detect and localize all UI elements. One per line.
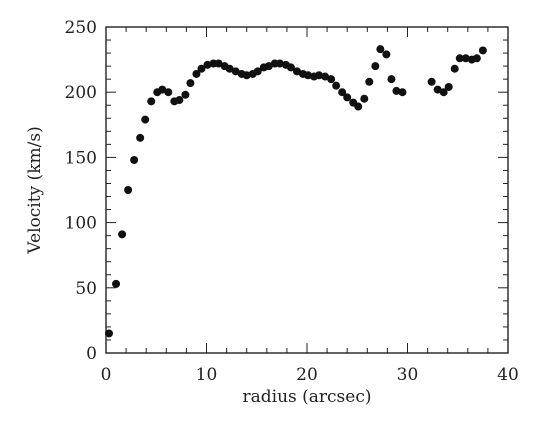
y-axis-title: Velocity (km/s) xyxy=(25,126,45,254)
y-tick-label: 100 xyxy=(65,214,97,234)
data-point xyxy=(242,71,251,80)
data-point xyxy=(376,45,385,54)
data-point xyxy=(327,75,336,84)
data-point xyxy=(444,82,453,91)
data-point xyxy=(332,81,341,90)
data-point xyxy=(141,115,150,124)
data-points xyxy=(105,45,487,338)
data-point xyxy=(365,77,374,86)
data-point xyxy=(392,86,401,95)
data-point xyxy=(315,71,324,80)
data-point xyxy=(343,93,352,102)
data-point xyxy=(175,96,184,105)
x-tick-label: 20 xyxy=(296,365,318,385)
data-point xyxy=(398,88,407,97)
data-point xyxy=(478,46,487,55)
data-point xyxy=(197,64,206,73)
data-point xyxy=(382,50,391,59)
data-point xyxy=(136,133,145,142)
data-point xyxy=(112,279,121,288)
x-tick-label: 0 xyxy=(101,365,112,385)
data-point xyxy=(360,94,369,103)
data-point xyxy=(105,329,114,338)
y-tick-label: 200 xyxy=(65,83,97,103)
data-point xyxy=(253,67,262,76)
data-point xyxy=(158,85,167,94)
data-point xyxy=(124,186,133,194)
data-point xyxy=(461,54,470,63)
data-point xyxy=(192,69,201,78)
data-point xyxy=(371,62,380,71)
data-point xyxy=(164,88,173,97)
data-point xyxy=(387,75,396,84)
y-tick-label: 150 xyxy=(65,148,97,168)
data-point xyxy=(439,88,448,97)
data-point xyxy=(186,79,195,88)
x-axis-title: radius (arcsec) xyxy=(242,387,371,407)
data-point xyxy=(292,67,301,76)
data-point xyxy=(286,63,295,72)
data-point xyxy=(264,62,273,71)
data-point xyxy=(433,85,442,94)
axis-ticks xyxy=(105,26,509,354)
y-tick-label: 50 xyxy=(75,279,97,299)
axis-tick-labels: 0 10 20 30 40 0 50 100 150 200 250 xyxy=(65,18,519,385)
data-point xyxy=(304,71,313,80)
data-point xyxy=(472,54,481,63)
data-point xyxy=(354,102,363,111)
data-point xyxy=(118,230,127,239)
data-point xyxy=(181,90,190,99)
data-point xyxy=(450,64,459,73)
data-point xyxy=(203,60,212,69)
data-point xyxy=(455,54,464,63)
data-point xyxy=(427,77,436,86)
x-tick-label: 30 xyxy=(397,365,419,385)
data-point xyxy=(231,67,240,76)
data-point xyxy=(321,72,330,81)
y-tick-label: 0 xyxy=(86,344,97,364)
x-tick-label: 40 xyxy=(497,365,519,385)
y-tick-label: 250 xyxy=(65,18,97,38)
data-point xyxy=(225,64,234,73)
data-point xyxy=(147,97,156,106)
data-point xyxy=(338,88,347,97)
data-point xyxy=(214,59,223,68)
data-point xyxy=(130,156,139,165)
data-point xyxy=(275,59,284,68)
x-tick-label: 10 xyxy=(196,365,218,385)
